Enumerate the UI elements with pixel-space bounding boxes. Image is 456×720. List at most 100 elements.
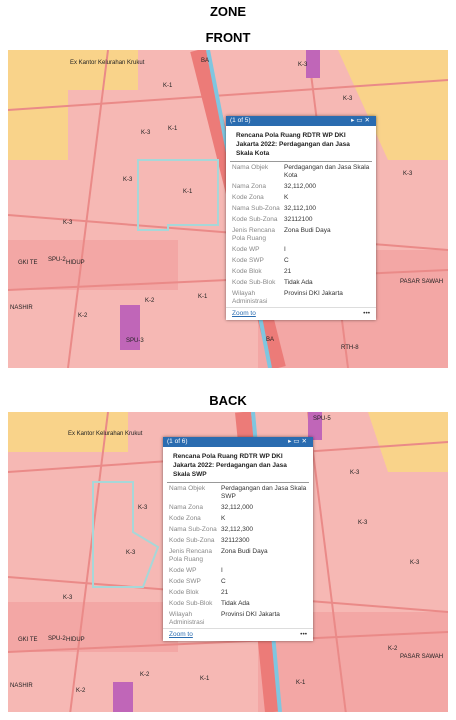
popup-header: (1 of 6) ▸▭✕ <box>163 437 313 447</box>
map-label: RTH-8 <box>341 345 359 351</box>
zoom-link[interactable]: Zoom to <box>169 631 193 638</box>
pager: (1 of 6) <box>167 438 188 445</box>
field-row: Kode Blok 21 <box>226 266 376 277</box>
map[interactable]: Ex Kantor Kelurahan Krukut K-1 K-3 K-3 K-3 K-… <box>8 50 448 368</box>
zone-area <box>8 602 448 712</box>
field-key: Kode WP <box>169 566 197 574</box>
popup-button[interactable]: ✕ <box>364 117 372 124</box>
popup: (1 of 5) ▸▭✕ Rencana Pola Ruang RDTR WP DK… <box>226 116 376 320</box>
map-label: SPU-5 <box>313 416 331 422</box>
field-row: Kode Blok 21 <box>163 587 313 598</box>
spu-area <box>120 305 140 350</box>
popup-button[interactable]: ✕ <box>301 438 309 445</box>
field-key: Kode SWP <box>169 577 201 585</box>
field-key: Kode Sub-Zona <box>232 215 278 223</box>
zone-area <box>8 50 448 160</box>
field-key: Kode Sub-Zona <box>169 536 215 544</box>
selected-parcel <box>92 481 160 588</box>
field-key: Nama Sub-Zona <box>232 204 280 212</box>
field-key: Kode Blok <box>169 588 199 596</box>
field-row: Kode SWP C <box>226 255 376 266</box>
panel-heading: BACK <box>209 393 247 408</box>
map-label: K-2 <box>388 646 398 652</box>
field-value: I <box>221 566 223 574</box>
field-key: Kode Zona <box>232 193 264 201</box>
field-value: 32,112,300 <box>221 525 254 533</box>
field-row: Kode WP I <box>226 244 376 255</box>
popup-button[interactable]: ▭ <box>293 438 302 445</box>
field-key: Kode Zona <box>169 514 201 522</box>
field-key: Jenis Rencana Pola Ruang <box>169 547 212 563</box>
popup-button[interactable]: ▸ <box>351 117 357 124</box>
popup: (1 of 6) ▸▭✕ Rencana Pola Ruang RDTR WP DK… <box>163 437 313 641</box>
field-key: Nama Sub-Zona <box>169 525 217 533</box>
field-value: C <box>284 256 289 264</box>
field-row: Nama Sub-Zona 32,112,100 <box>226 203 376 214</box>
field-row: Kode Zona K <box>226 192 376 203</box>
map-label: GKI TE <box>18 260 38 266</box>
map-label: K-3 <box>350 470 360 476</box>
field-key: Kode Blok <box>232 267 262 275</box>
map-label: NASHIR <box>10 683 33 689</box>
field-row: Nama Zona 32,112,000 <box>226 181 376 192</box>
map-label: K-2 <box>78 313 88 319</box>
field-row: Kode WP I <box>163 565 313 576</box>
road <box>8 79 448 111</box>
panel-heading: FRONT <box>205 30 251 45</box>
road <box>67 50 109 368</box>
more-button[interactable]: ••• <box>363 310 370 317</box>
more-button[interactable]: ••• <box>300 631 307 638</box>
field-value: K <box>221 514 226 522</box>
map-label: SPU-3 <box>126 338 144 344</box>
field-row: Nama Objek Perdagangan dan Jasa Skala SWP <box>163 483 313 502</box>
field-row: Jenis Rencana Pola Ruang Zona Budi Daya <box>163 546 313 565</box>
map-label: K-3 <box>123 177 133 183</box>
map-label: K-3 <box>63 595 73 601</box>
field-row: Kode Sub-Blok Tidak Ada <box>226 277 376 288</box>
map-label: K-1 <box>168 126 178 132</box>
field-row: Wilayah Administrasi Provinsi DKI Jakarta <box>226 288 376 307</box>
map-label: K-1 <box>163 83 173 89</box>
field-row: Kode Sub-Zona 32112300 <box>163 535 313 546</box>
map-label: BA <box>201 58 209 64</box>
road <box>307 412 347 712</box>
spu-area <box>306 50 320 78</box>
field-key: Jenis Rencana Pola Ruang <box>232 226 275 242</box>
map-label: HIDUP <box>66 260 85 266</box>
selected-parcel <box>137 159 219 231</box>
map-label: K-1 <box>198 294 208 300</box>
zone-area <box>8 412 448 472</box>
field-value: Perdagangan dan Jasa Skala Kota <box>284 163 370 179</box>
map-label: K-3 <box>126 550 136 556</box>
field-row: Wilayah Administrasi Provinsi DKI Jakarta <box>163 609 313 628</box>
map-label: HIDUP <box>66 637 85 643</box>
zoom-link[interactable]: Zoom to <box>232 310 256 317</box>
popup-controls: ▸▭✕ <box>288 437 309 447</box>
map-label: K-2 <box>145 298 155 304</box>
field-row: Nama Zona 32,112,000 <box>163 502 313 513</box>
field-row: Jenis Rencana Pola Ruang Zona Budi Daya <box>226 225 376 244</box>
field-value: Tidak Ada <box>284 278 313 286</box>
field-row: Kode Sub-Blok Tidak Ada <box>163 598 313 609</box>
map[interactable]: Ex Kantor Kelurahan Krukut K-3 K-3 K-3 K-1 K-… <box>8 412 448 712</box>
field-key: Wilayah Administrasi <box>232 289 268 305</box>
field-value: 21 <box>284 267 292 275</box>
field-row: Kode Zona K <box>163 513 313 524</box>
map-label: PASAR SAWAH <box>400 654 443 660</box>
map-label: BA <box>266 337 274 343</box>
field-value: 21 <box>221 588 229 596</box>
popup-button[interactable]: ▸ <box>288 438 294 445</box>
map-label: K-3 <box>298 62 308 68</box>
field-value: I <box>284 245 286 253</box>
map-label: SPU-2 <box>48 636 66 642</box>
popup-title: Rencana Pola Ruang RDTR WP DKI Jakarta 2… <box>230 126 372 162</box>
pager: (1 of 5) <box>230 117 251 124</box>
popup-button[interactable]: ▭ <box>356 117 365 124</box>
field-value: 32112100 <box>284 215 313 223</box>
field-value: C <box>221 577 226 585</box>
field-value: Tidak Ada <box>221 599 250 607</box>
map-label: K-3 <box>141 130 151 136</box>
road <box>8 631 448 653</box>
field-key: Nama Objek <box>232 163 269 171</box>
